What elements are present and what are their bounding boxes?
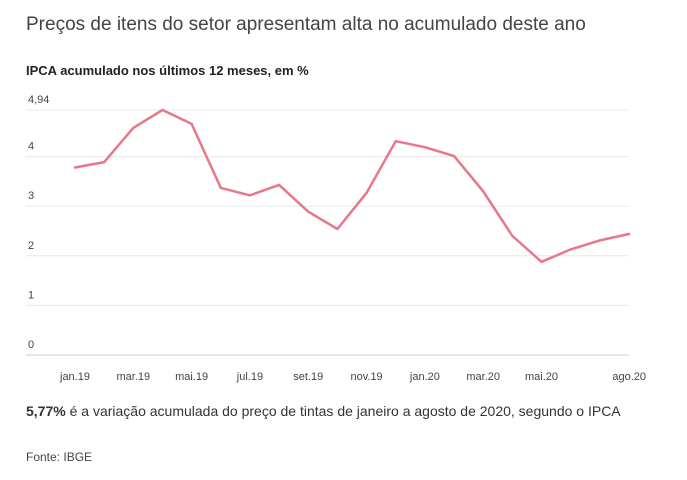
headline: Preços de itens do setor apresentam alta… — [26, 14, 586, 35]
y-tick-label: 0 — [28, 339, 34, 351]
series-line — [73, 108, 631, 264]
data-point — [73, 166, 77, 169]
data-point — [482, 190, 485, 193]
y-tick-label: 3 — [28, 190, 34, 202]
y-tick-label: 4 — [28, 141, 34, 153]
data-point — [365, 191, 368, 195]
x-axis-tick-labels: jan.19 mar.19 mai.19 jul.19 set.19 nov.19 jan.… — [59, 371, 646, 383]
source-label: Fonte: IBGE — [26, 450, 93, 464]
summary-note: 5,77% é a variação acumulada do preço de… — [26, 403, 621, 419]
data-point — [102, 160, 106, 164]
data-point — [598, 239, 602, 242]
series-layer — [73, 108, 631, 264]
y-tick-label: 1 — [28, 289, 34, 301]
chart-title: IPCA acumulado nos últimos 12 meses, em … — [26, 63, 309, 78]
data-point — [336, 227, 339, 231]
x-tick-label: ago.20 — [612, 371, 646, 383]
data-point — [540, 260, 543, 263]
data-point — [161, 108, 164, 112]
x-tick-label: jan.19 — [59, 371, 90, 383]
y-tick-label: 4,94 — [28, 94, 49, 106]
gridlines — [26, 109, 629, 356]
data-point — [132, 126, 135, 130]
data-point — [423, 145, 427, 149]
x-tick-label: mai.19 — [175, 371, 208, 383]
data-point — [190, 122, 193, 126]
data-point — [219, 186, 222, 190]
data-point — [277, 183, 281, 187]
y-axis-tick-labels: 0 1 2 3 4 4,94 — [28, 94, 49, 351]
data-point — [452, 154, 456, 158]
data-point — [248, 194, 252, 197]
y-tick-label: 2 — [28, 240, 34, 252]
data-point — [394, 140, 397, 143]
x-tick-label: mar.19 — [116, 371, 150, 383]
data-point — [569, 248, 572, 251]
summary-highlight: 5,77% — [26, 403, 66, 419]
x-tick-label: mai.20 — [525, 371, 558, 383]
line-chart: 0 1 2 3 4 4,94 jan.19 mar.19 mai.19 jul.19 set.19… — [26, 94, 646, 383]
summary-text: é a variação acumulada do preço de tinta… — [65, 403, 621, 419]
data-point — [511, 234, 514, 238]
x-tick-label: set.19 — [293, 371, 323, 383]
x-tick-label: jan.20 — [409, 371, 440, 383]
x-tick-label: nov.19 — [350, 371, 382, 383]
data-point — [307, 210, 310, 213]
data-point — [627, 232, 631, 236]
x-tick-label: mar.20 — [466, 371, 500, 383]
x-tick-label: jul.19 — [236, 371, 263, 383]
